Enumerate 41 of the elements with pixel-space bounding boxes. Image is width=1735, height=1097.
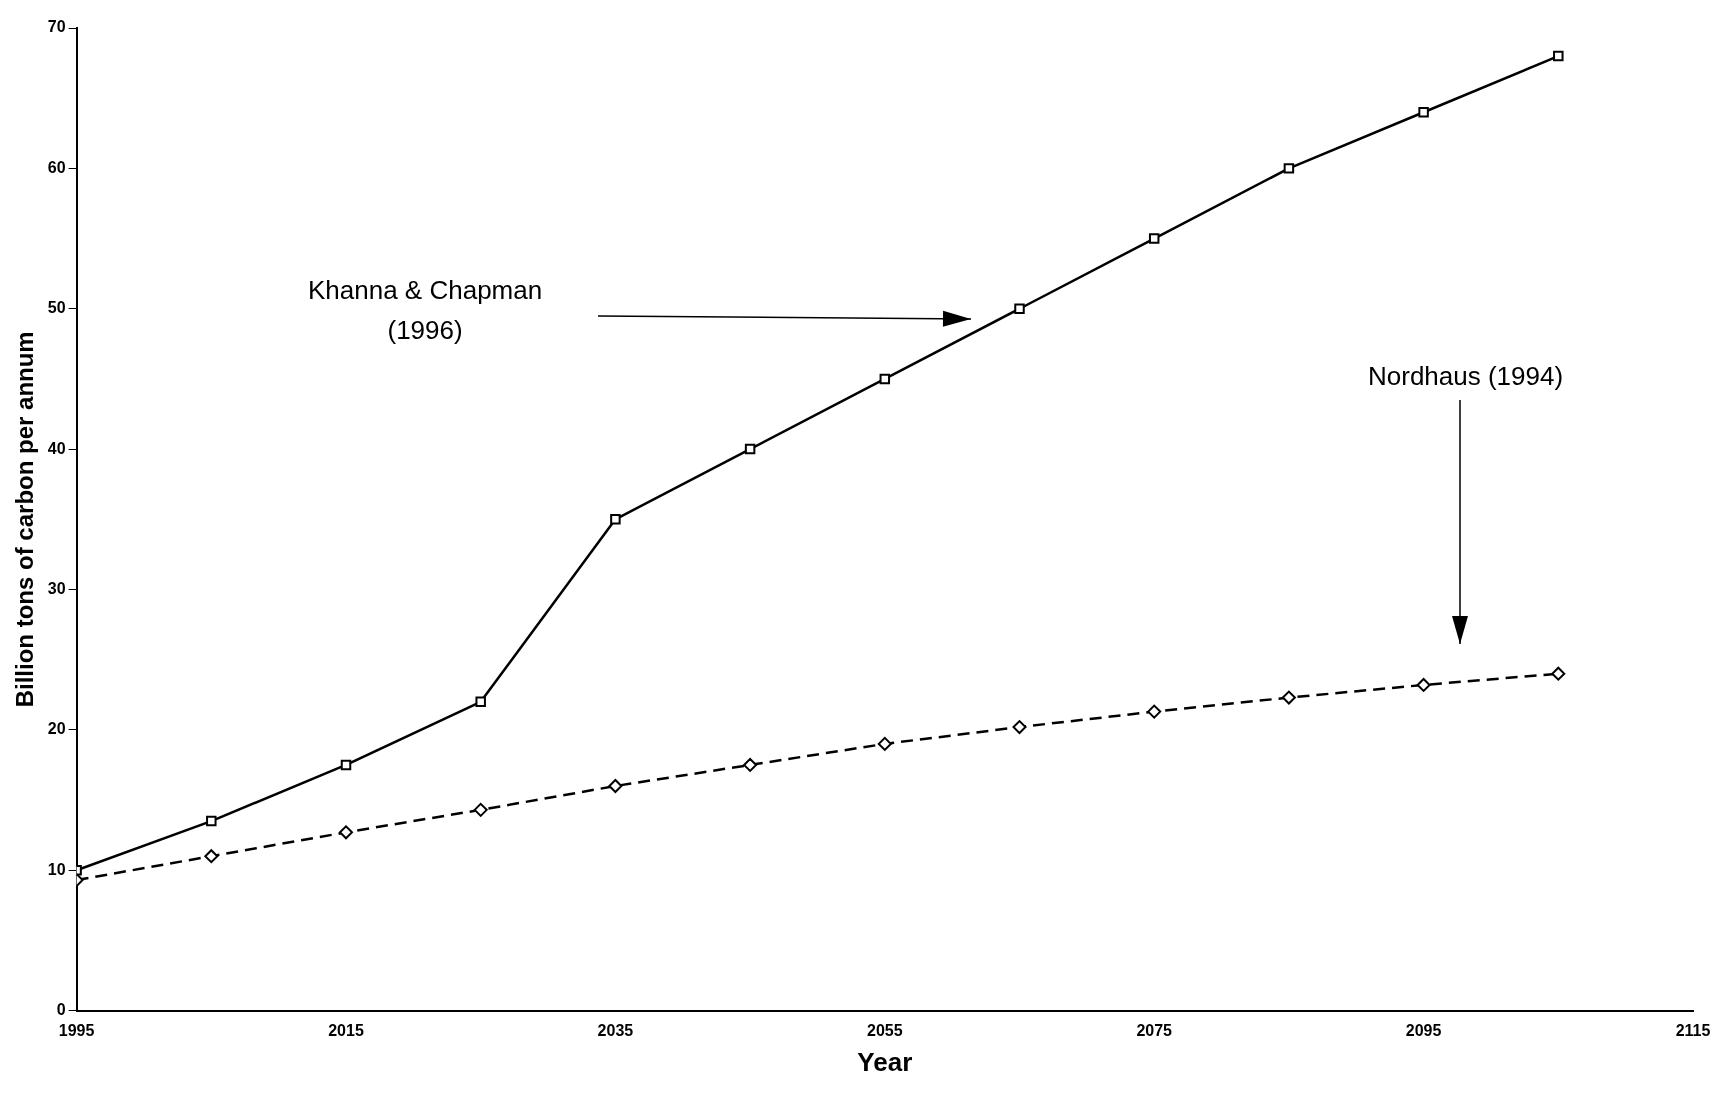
point [206, 815, 217, 827]
point [204, 849, 219, 864]
point [608, 779, 623, 794]
x-tick-label: 2015 [328, 1021, 364, 1039]
point [743, 757, 758, 772]
y-axis-title: Billion tons of carbon per annum [11, 331, 39, 708]
x-tick-label: 1995 [58, 1021, 95, 1039]
x-tick-label: 2115 [1675, 1021, 1711, 1039]
annotation: Khanna & Chapman (1996) [308, 274, 543, 347]
point [1418, 106, 1429, 118]
point [1148, 233, 1160, 244]
y-tick-label: 70 [47, 18, 66, 36]
point [877, 736, 892, 751]
point [339, 825, 353, 840]
annotation: Nordhaus (1994) [1368, 360, 1564, 393]
y-tick-label: 30 [47, 579, 66, 597]
y-tick-label: 40 [47, 439, 66, 457]
point [1281, 690, 1296, 705]
point [1416, 677, 1431, 692]
point [1012, 720, 1027, 735]
point [475, 696, 486, 708]
x-tick-label: 2075 [1136, 1021, 1173, 1039]
point [879, 373, 891, 385]
x-tick-label: 2095 [1405, 1021, 1442, 1039]
point [340, 759, 352, 771]
x-tick-label: 2055 [867, 1021, 903, 1039]
point [1283, 163, 1295, 174]
y-tick-label: 10 [47, 860, 66, 878]
y-tick-label: 0 [56, 1001, 66, 1019]
point [1551, 666, 1566, 681]
point [1553, 50, 1564, 62]
y-tick-label: 50 [47, 299, 66, 317]
point [1014, 303, 1025, 314]
point [1147, 704, 1162, 719]
y-tick-label: 60 [47, 158, 66, 176]
x-tick-label: 2035 [597, 1021, 634, 1039]
point [744, 443, 756, 455]
point [610, 514, 621, 525]
point [473, 802, 488, 817]
x-axis-title: Year [857, 1046, 913, 1077]
y-tick-label: 20 [47, 720, 66, 738]
